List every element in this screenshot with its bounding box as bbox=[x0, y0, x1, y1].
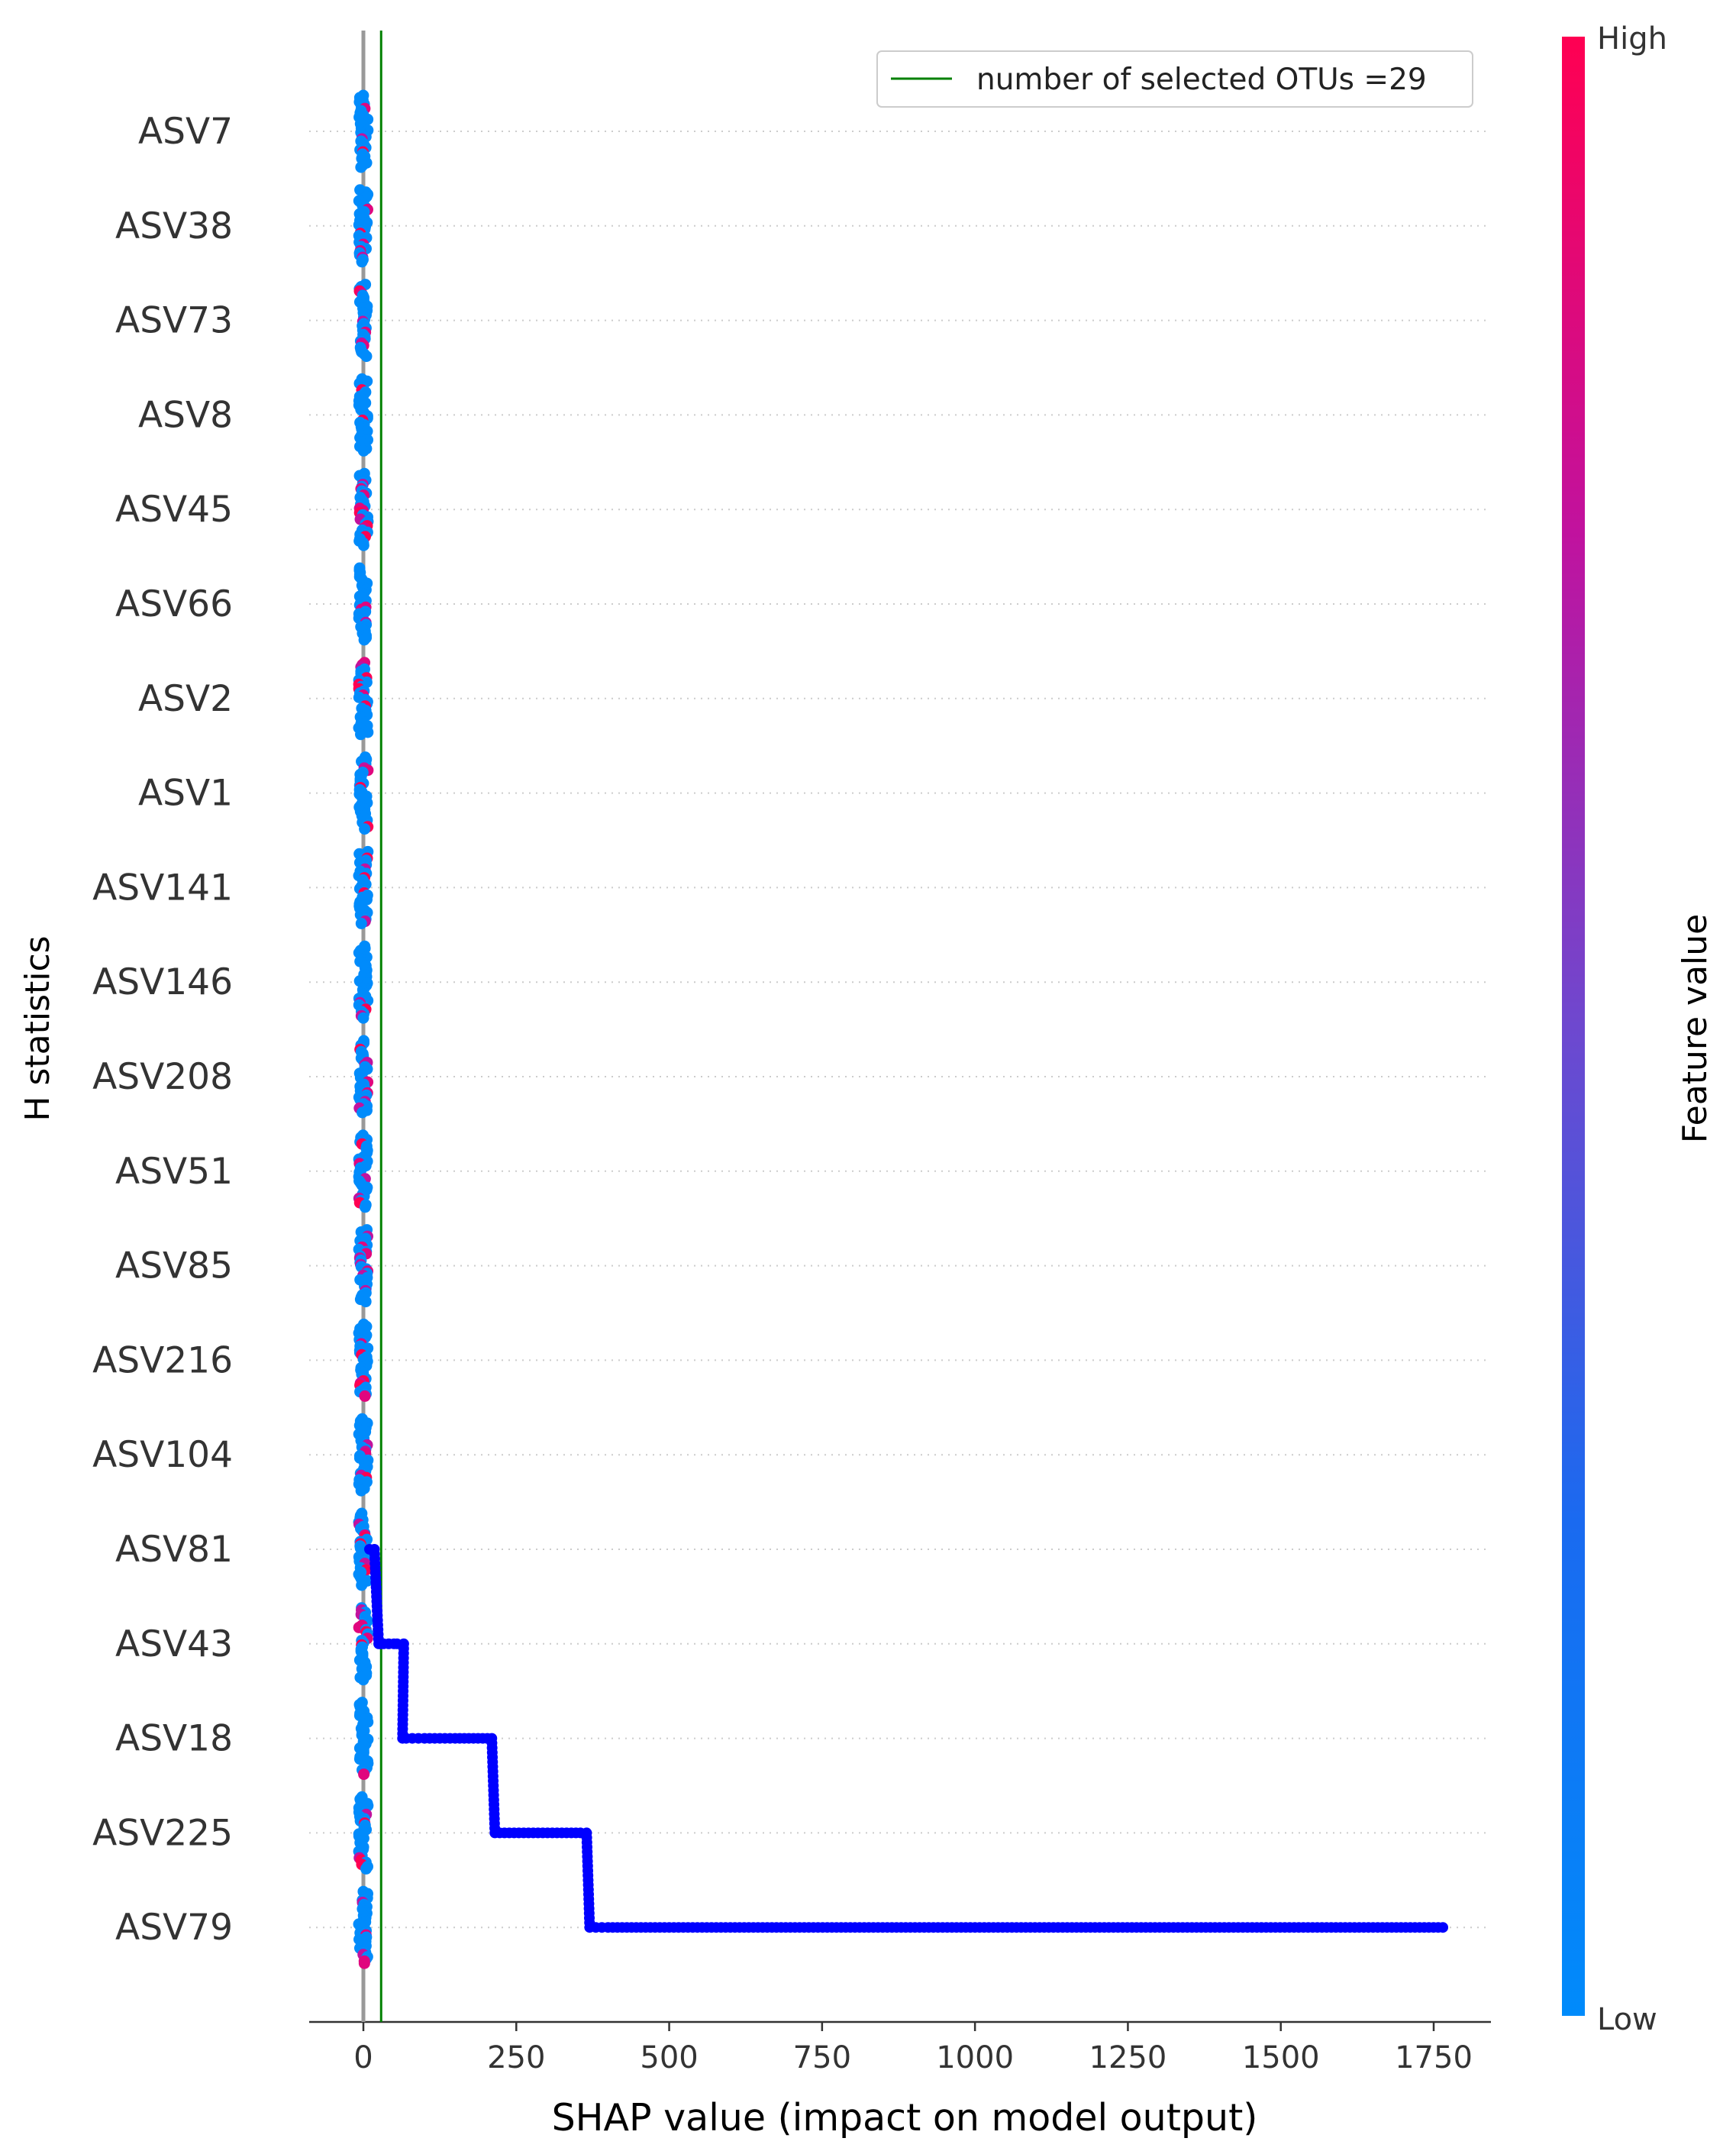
colorbar-low-label: Low bbox=[1597, 2002, 1657, 2037]
shap-point-asv146 bbox=[357, 1012, 369, 1024]
feature-label-asv141: ASV141 bbox=[92, 867, 233, 909]
x-tick-label: 0 bbox=[353, 2040, 373, 2075]
colorbar-gradient bbox=[1562, 37, 1585, 2016]
feature-label-asv43: ASV43 bbox=[115, 1623, 233, 1665]
feature-label-asv104: ASV104 bbox=[92, 1434, 233, 1476]
feature-gridlines bbox=[309, 131, 1491, 1929]
shap-point-asv7 bbox=[355, 161, 367, 173]
shap-point-asv2 bbox=[355, 728, 367, 741]
feature-label-asv51: ASV51 bbox=[115, 1151, 233, 1193]
x-tick-label: 500 bbox=[640, 2040, 698, 2075]
feature-label-asv7: ASV7 bbox=[138, 111, 233, 153]
feature-label-asv18: ASV18 bbox=[115, 1718, 233, 1760]
shap-point-asv73 bbox=[360, 350, 373, 363]
feature-label-asv38: ASV38 bbox=[115, 205, 233, 247]
beeswarm-points bbox=[353, 89, 374, 1969]
feature-label-asv1: ASV1 bbox=[138, 773, 233, 815]
legend-frame bbox=[876, 50, 1473, 108]
feature-label-asv216: ASV216 bbox=[92, 1339, 233, 1381]
colorbar: High Low Feature value bbox=[1562, 21, 1715, 2037]
axes-spines bbox=[309, 31, 1491, 2023]
shap-point-asv8 bbox=[357, 444, 369, 457]
feature-label-asv146: ASV146 bbox=[92, 961, 233, 1003]
feature-label-asv73: ASV73 bbox=[115, 300, 233, 342]
x-tick-label: 1500 bbox=[1242, 2040, 1320, 2075]
colorbar-high-label: High bbox=[1597, 21, 1667, 57]
x-tick-label: 1250 bbox=[1089, 2040, 1167, 2075]
shap-point-asv208 bbox=[357, 1106, 369, 1119]
legend: number of selected OTUs =29 bbox=[876, 50, 1473, 108]
x-tick-label: 1000 bbox=[936, 2040, 1014, 2075]
legend-label: number of selected OTUs =29 bbox=[976, 63, 1427, 97]
shap-point-asv79 bbox=[358, 1957, 370, 1969]
feature-label-asv85: ASV85 bbox=[115, 1245, 233, 1287]
feature-label-asv45: ASV45 bbox=[115, 489, 233, 531]
feature-labels: ASV7 ASV38 ASV73 ASV8 ASV45 ASV66 ASV2 ASV1 ASV1… bbox=[92, 111, 233, 1949]
feature-label-asv225: ASV225 bbox=[92, 1812, 233, 1854]
x-tick-label: 750 bbox=[793, 2040, 851, 2075]
shap-point-asv18 bbox=[358, 1768, 370, 1781]
shap-point-asv38 bbox=[356, 256, 368, 268]
shap-point-asv43 bbox=[357, 1674, 369, 1686]
x-axis: 0 250 500 750 1000 1250 1500 1750 bbox=[353, 2022, 1473, 2075]
x-axis-title: SHAP value (impact on model output) bbox=[552, 2096, 1258, 2140]
x-tick-label: 250 bbox=[487, 2040, 545, 2075]
shap-point-asv81 bbox=[356, 1579, 368, 1591]
feature-label-asv8: ASV8 bbox=[138, 394, 233, 436]
feature-label-asv208: ASV208 bbox=[92, 1056, 233, 1098]
colorbar-title: Feature value bbox=[1676, 914, 1715, 1143]
feature-label-asv66: ASV66 bbox=[115, 583, 233, 625]
shap-point-asv104 bbox=[355, 1484, 367, 1497]
highlight-point bbox=[1438, 1922, 1449, 1933]
shap-point-asv216 bbox=[359, 1390, 371, 1402]
shap-point-asv45 bbox=[357, 539, 369, 551]
y-axis-title: H statistics bbox=[18, 935, 57, 1121]
shap-point-asv66 bbox=[358, 634, 370, 646]
feature-label-asv81: ASV81 bbox=[115, 1529, 233, 1571]
shap-point-asv85 bbox=[360, 1296, 372, 1308]
shap-point-asv225 bbox=[360, 1862, 373, 1875]
feature-label-asv79: ASV79 bbox=[115, 1907, 233, 1949]
x-tick-label: 1750 bbox=[1395, 2040, 1473, 2075]
shap-point-asv141 bbox=[355, 917, 367, 929]
shap-point-asv51 bbox=[359, 1201, 371, 1213]
feature-label-asv2: ASV2 bbox=[138, 678, 233, 720]
shap-point-asv1 bbox=[359, 823, 371, 835]
highlight-series-points bbox=[364, 1544, 1449, 1933]
